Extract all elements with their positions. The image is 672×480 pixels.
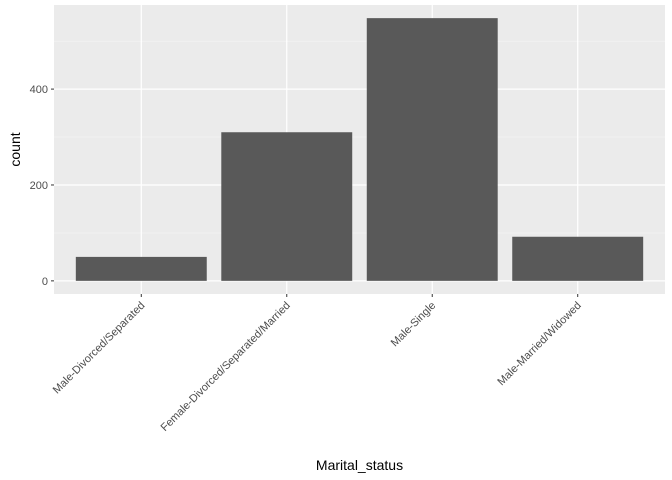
bar: [366, 18, 498, 281]
y-tick-label: 0: [42, 276, 48, 288]
x-axis: Male-Divorced/Separated Female-Divorced/S…: [51, 294, 584, 434]
bar: [221, 132, 353, 281]
bars: [75, 18, 644, 281]
x-tick-label: Male-Single: [389, 300, 439, 350]
bar: [512, 236, 644, 281]
x-tick-label: Male-Married/Widowed: [495, 300, 583, 388]
x-axis-title: Marital_status: [316, 457, 403, 473]
x-tick-label: Male-Divorced/Separated: [51, 300, 148, 397]
y-tick-label: 400: [30, 84, 48, 96]
y-axis: 0 200 400: [30, 84, 54, 288]
y-tick-label: 200: [30, 180, 48, 192]
y-axis-title: count: [7, 132, 23, 166]
x-tick-label: Female-Divorced/Separated/Married: [159, 300, 293, 434]
bar: [75, 256, 207, 281]
